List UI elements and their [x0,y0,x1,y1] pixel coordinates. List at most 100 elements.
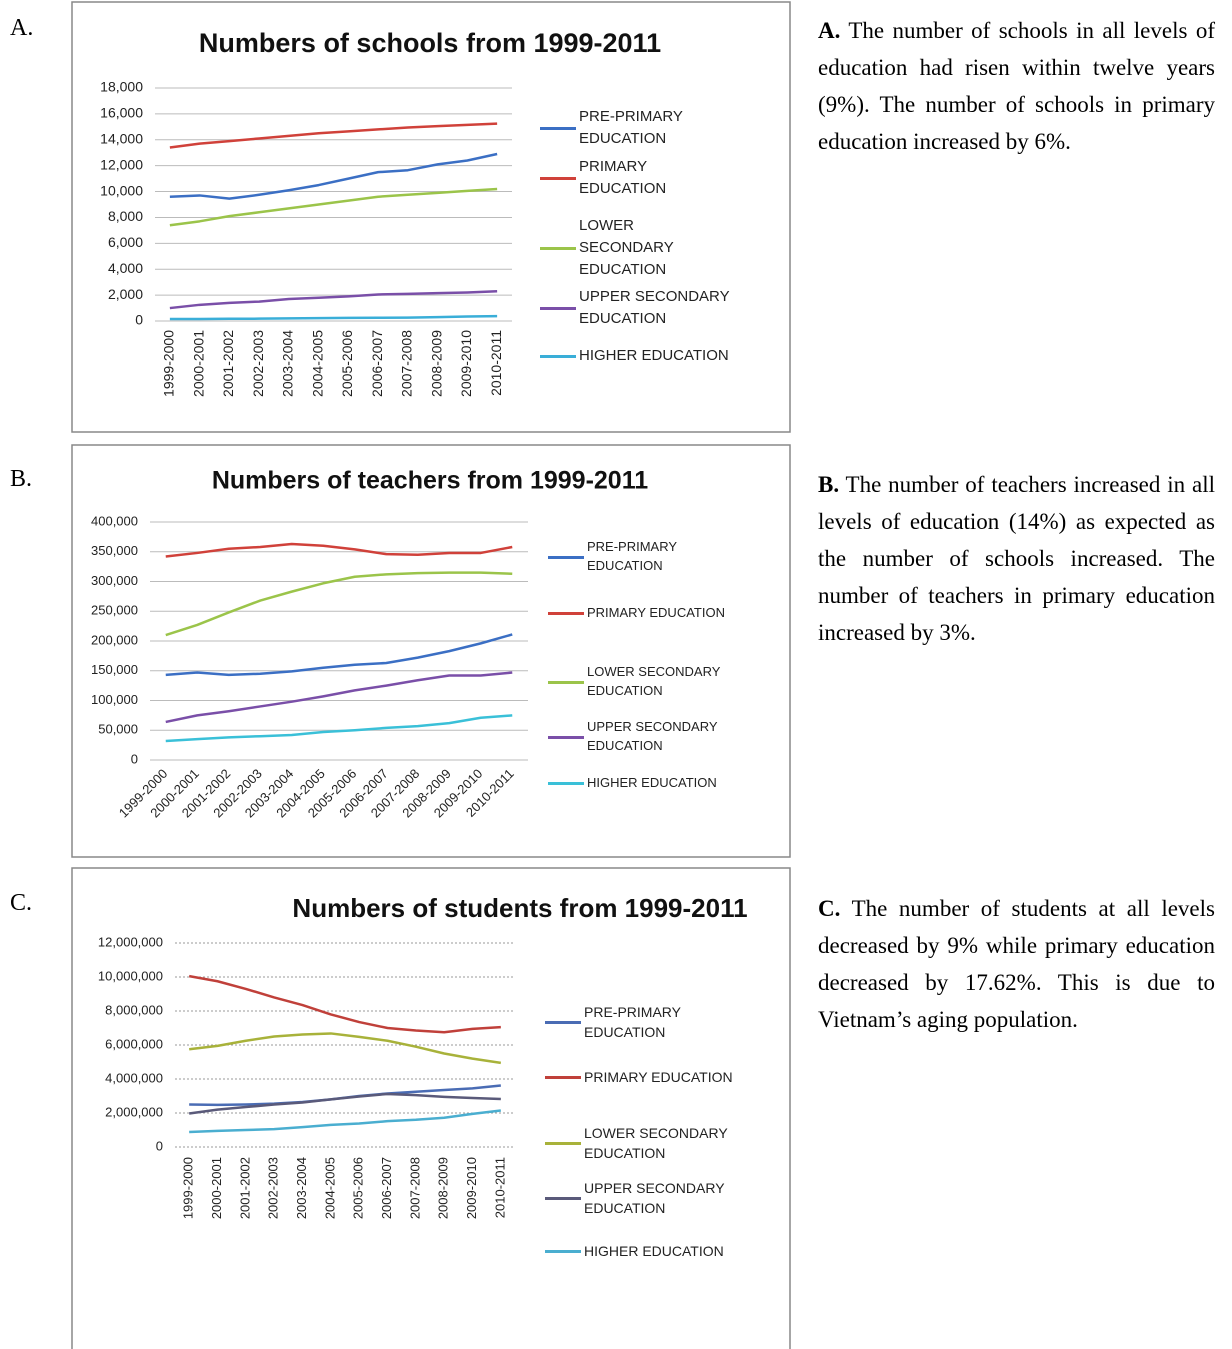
series-line [169,289,498,310]
legend-entry: PRIMARY EDUCATION [540,148,730,208]
series-line [169,187,498,227]
lead: B. [818,472,840,497]
legend-label: PRE-PRIMARY EDUCATION [587,539,677,573]
chart-title: Numbers of teachers from 1999-2011 [212,467,648,495]
x-tick-label: 2009-2010 [458,330,474,397]
legend-swatch [540,126,576,130]
chart-title: Numbers of schools from 1999-2011 [199,28,661,58]
lead: C. [818,896,841,921]
y-tick-label: 12,000,000 [98,934,163,949]
x-tick-label: 2008-2009 [428,330,444,397]
x-tick-label: 2006-2007 [369,330,385,397]
series-line [165,633,513,677]
x-tick-label: 2000-2001 [190,330,206,397]
legend-swatch [545,1196,581,1200]
text: The number of schools in all levels of e… [818,18,1215,154]
legend-entry: LOWER SECONDARY EDUCATION [540,217,730,278]
y-tick-label: 300,000 [91,573,138,588]
y-tick-label: 10,000,000 [98,968,163,983]
y-tick-label: 0 [156,1138,163,1153]
legend-label: HIGHER EDUCATION [584,1242,724,1259]
x-tick-label: 2010-2011 [488,330,504,396]
y-tick-label: 16,000 [100,105,143,121]
x-tick-label: 2001-2002 [220,330,236,397]
description: A. The number of schools in all levels o… [818,12,1215,160]
legend-swatch [548,735,584,739]
legend-label: PRIMARY EDUCATION [579,158,667,197]
legend-entry: HIGHER EDUCATION [548,753,733,813]
legend-entry: PRIMARY EDUCATION [548,583,733,643]
legend-swatch [548,611,584,615]
x-tick-label: 2002-2003 [250,330,266,397]
legend-entry: HIGHER EDUCATION [540,326,730,386]
y-tick-label: 400,000 [91,513,138,528]
x-tick-label: 2004-2005 [322,1157,337,1219]
legend-swatch [540,306,576,310]
legend-label: HIGHER EDUCATION [587,774,717,790]
lead: A. [818,18,841,43]
y-tick-label: 100,000 [91,692,138,707]
legend-label: PRIMARY EDUCATION [587,604,725,620]
x-tick-label: 2007-2008 [407,1157,422,1219]
x-tick-label: 1999-2000 [181,1157,196,1219]
legend-entry: PRE-PRIMARY EDUCATION [540,98,730,158]
series-line [165,714,513,743]
series-line [165,542,513,558]
series-line [188,1092,501,1115]
legend-label: UPPER SECONDARY EDUCATION [579,288,730,327]
chart-frame [71,444,791,858]
legend-swatch [540,246,576,250]
y-tick-label: 6,000,000 [105,1036,163,1051]
y-tick-label: 14,000 [100,130,143,146]
y-tick-label: 8,000 [108,208,143,224]
legend-swatch [545,1075,581,1079]
legend-entry: UPPER SECONDARY EDUCATION [548,707,733,767]
series-line [165,671,513,724]
series-line [189,1032,502,1065]
description: C. The number of students at all levels … [818,890,1215,1038]
legend-swatch [540,176,576,180]
chart-title: Numbers of students from 1999-2011 [292,893,747,923]
legend-label: PRE-PRIMARY EDUCATION [584,1003,681,1040]
legend-label: PRIMARY EDUCATION [584,1068,733,1085]
series-line [189,1109,501,1134]
y-tick-label: 4,000 [108,260,143,276]
description: B. The number of teachers increased in a… [818,466,1215,651]
legend-label: PRE-PRIMARY EDUCATION [579,108,683,147]
x-tick-label: 2005-2006 [351,1157,366,1219]
legend-swatch [548,781,584,785]
legend-entry: PRE-PRIMARY EDUCATION [548,527,733,587]
legend-swatch [548,680,584,684]
legend-swatch [540,354,576,358]
legend-entry: LOWER SECONDARY EDUCATION [545,1113,735,1173]
legend-swatch [545,1020,581,1024]
series-line [188,974,501,1034]
chart-frame [71,867,791,1349]
y-tick-label: 2,000 [108,286,143,302]
y-tick-label: 8,000,000 [105,1002,163,1017]
series-line [165,571,513,637]
legend-entry: LOWER SECONDARY EDUCATION [548,652,733,712]
x-tick-label: 2004-2005 [309,330,325,397]
y-tick-label: 2,000,000 [105,1104,163,1119]
legend-swatch [545,1249,581,1253]
section-label: B. [10,466,33,492]
y-tick-label: 50,000 [98,722,138,737]
y-tick-label: 4,000,000 [105,1070,163,1085]
y-tick-label: 12,000 [100,156,143,172]
y-tick-label: 10,000 [100,182,143,198]
series-line [169,152,498,200]
text: The number of teachers increased in all … [818,472,1215,645]
x-tick-label: 2009-2010 [464,1157,479,1219]
y-tick-label: 350,000 [91,543,138,558]
legend-entry: HIGHER EDUCATION [545,1221,735,1281]
y-tick-label: 6,000 [108,234,143,250]
y-tick-label: 0 [135,312,143,328]
y-tick-label: 0 [131,751,138,766]
legend-swatch [548,555,584,559]
x-tick-label: 2003-2004 [280,330,296,397]
x-tick-label: 1999-2000 [161,330,177,397]
x-tick-label: 2003-2004 [294,1157,309,1219]
